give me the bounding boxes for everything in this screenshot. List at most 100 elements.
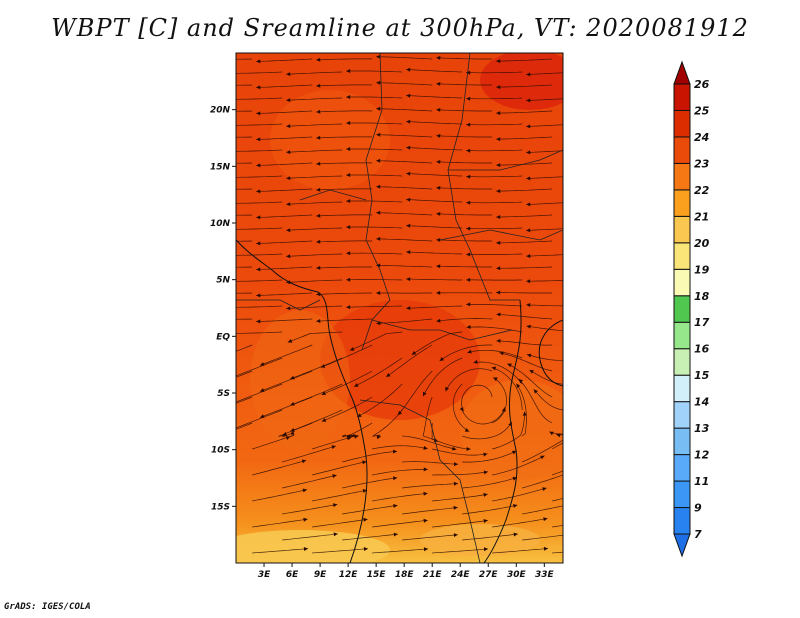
streamline-arrow — [316, 239, 321, 244]
streamline — [320, 344, 373, 368]
streamline — [316, 188, 373, 191]
streamline — [372, 548, 429, 554]
streamline — [436, 318, 493, 322]
streamline-arrow — [543, 517, 548, 522]
streamline-arrow — [406, 223, 411, 228]
streamline — [496, 84, 553, 88]
streamline — [526, 98, 563, 101]
streamline — [436, 161, 493, 164]
streamline — [522, 505, 563, 515]
colorbar-swatch — [673, 507, 691, 535]
streamline — [321, 370, 373, 396]
streamline-arrow — [354, 383, 359, 387]
streamline-arrow — [256, 111, 261, 116]
streamline-arrow — [526, 150, 531, 155]
streamline-arrow — [600, 456, 605, 460]
streamline-arrow — [436, 211, 441, 216]
streamline-arrow — [346, 251, 351, 256]
streamline — [282, 474, 337, 489]
streamline-arrow — [526, 72, 531, 77]
streamline-arrow — [436, 55, 441, 60]
streamline — [406, 225, 463, 229]
streamline-arrow — [223, 432, 227, 436]
streamline — [342, 434, 355, 438]
streamline — [286, 279, 343, 283]
streamline-arrow — [556, 433, 561, 438]
streamline-arrow — [634, 532, 638, 536]
streamline — [236, 305, 283, 308]
streamline-arrow — [346, 173, 351, 177]
streamline — [436, 187, 493, 190]
streamline-arrow — [286, 228, 291, 233]
streamline-arrow — [349, 347, 355, 351]
colorbar-swatch — [673, 374, 691, 403]
streamline — [496, 136, 553, 140]
streamline — [236, 201, 283, 204]
map-frame — [235, 52, 564, 564]
streamline — [492, 377, 507, 424]
streamline — [461, 407, 506, 425]
streamline-arrow — [496, 312, 501, 317]
streamline-arrow — [436, 185, 441, 190]
streamline — [397, 370, 433, 416]
streamline-arrow — [436, 290, 441, 295]
streamline-arrow — [376, 236, 381, 241]
colorbar-label: 7 — [694, 528, 702, 541]
lat-label: 15N — [210, 162, 231, 172]
streamline-arrow — [483, 519, 488, 523]
wbpt-field — [196, 53, 638, 563]
streamline-arrow — [526, 202, 531, 207]
streamline — [372, 519, 428, 528]
streamline-arrow — [354, 435, 359, 439]
streamline-arrow — [496, 266, 501, 271]
lat-label: 20N — [210, 106, 231, 116]
streamline-arrow — [406, 67, 411, 72]
streamline-arrow — [491, 366, 496, 371]
streamline — [496, 340, 553, 346]
streamline — [236, 240, 253, 242]
streamline-arrow — [226, 305, 230, 309]
streamline-arrow — [526, 124, 531, 129]
streamline-arrow — [346, 69, 351, 73]
streamline — [256, 58, 313, 62]
streamline-arrow — [573, 502, 577, 506]
streamline-arrow — [466, 252, 471, 257]
streamline — [372, 469, 428, 476]
streamline — [236, 162, 253, 164]
streamline-arrow — [316, 265, 321, 270]
streamline-arrow — [406, 171, 411, 176]
streamline — [411, 331, 463, 356]
streamline-arrow — [496, 85, 501, 90]
streamline — [402, 461, 459, 465]
streamline-arrow — [499, 351, 504, 356]
colorbar-swatch — [673, 136, 691, 164]
streamline — [376, 160, 433, 164]
colorbar-swatch — [673, 295, 691, 323]
streamline-arrow — [376, 158, 381, 163]
streamline-arrow — [393, 532, 398, 537]
colorbar-label: 18 — [694, 290, 710, 303]
streamline — [466, 304, 523, 307]
colorbar-label: 14 — [694, 396, 709, 409]
streamline — [406, 278, 463, 281]
streamline — [436, 57, 493, 60]
streamline — [436, 135, 493, 138]
streamline-arrow — [386, 373, 391, 377]
streamline — [522, 474, 563, 489]
streamline — [466, 175, 523, 178]
streamline-arrow — [196, 161, 200, 165]
lon-label: 3E — [258, 570, 271, 580]
streamline — [342, 505, 398, 515]
coastline — [236, 239, 563, 563]
streamline — [286, 253, 343, 257]
streamline-arrow — [633, 503, 637, 507]
streamline — [492, 548, 549, 554]
streamline — [256, 240, 313, 244]
streamline-arrow — [346, 199, 351, 203]
chart-title: WBPT [C] and Sreamline at 300hPa, VT: 20… — [51, 14, 749, 42]
streamline — [236, 123, 283, 126]
streamline — [290, 383, 343, 406]
streamline-arrow — [423, 491, 428, 496]
streamline — [491, 367, 523, 411]
streamline — [526, 304, 563, 307]
